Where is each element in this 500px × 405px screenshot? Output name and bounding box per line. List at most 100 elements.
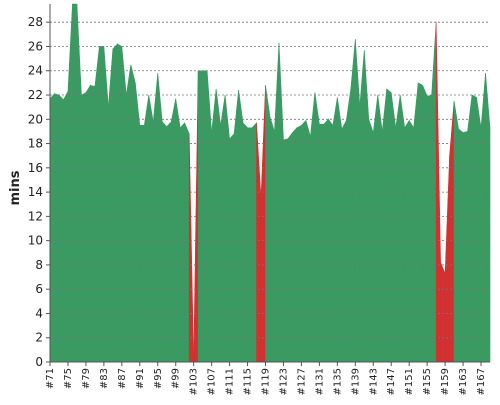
area-segment-#110 [224,94,230,363]
area-segment-#135 [337,97,343,363]
area-segment-#128 [305,120,311,363]
x-tick-label-#83: #83 [99,368,110,389]
area-segment-#75 [67,3,73,363]
area-segment-#137 [346,88,352,363]
area-segment-#114 [242,122,248,363]
y-tick-label-18: 18 [28,137,43,151]
y-tick-label-0: 0 [35,355,43,369]
area-segment-#148 [395,94,401,363]
area-segment-#81 [94,46,100,363]
area-segment-#71 [49,93,55,363]
area-segment-#149 [399,94,405,363]
area-segment-#153 [417,82,423,363]
y-tick-label-4: 4 [35,306,43,320]
x-tick-label-#107: #107 [207,368,218,395]
area-segment-#129 [310,92,316,363]
x-tick-label-#131: #131 [314,368,325,395]
x-tick-labels: #71 #75 #79 #83 #87 #91 #95 #99 #103 #107 #111 #115… [45,362,487,395]
area-segment-#165 [471,94,477,363]
x-tick-label-#139: #139 [350,368,361,395]
area-segment-#107 [211,88,217,363]
x-tick-label-#143: #143 [368,368,379,395]
area-segment-#159 [444,155,450,363]
area-segment-#122 [278,42,284,363]
area-segment-#90 [135,82,141,363]
area-segment-#124 [287,131,293,363]
area-segment-#78 [81,92,87,363]
x-tick-label-#123: #123 [278,368,289,395]
area-segment-#98 [170,98,177,363]
y-tick-label-2: 2 [35,331,43,345]
area-segment-#89 [130,64,136,363]
x-tick-label-#147: #147 [386,368,397,395]
area-segment-#80 [90,84,96,363]
area-segment-#116 [251,122,257,363]
area-segment-#123 [283,138,289,363]
y-tick-label-10: 10 [28,234,43,248]
area-segment-#144 [377,94,383,363]
area-segment-#167 [480,73,486,363]
y-tick-label-16: 16 [28,161,43,175]
area-segment-#86 [117,43,123,363]
area-segment-#160 [449,101,455,363]
area-segment-#73 [58,94,64,363]
x-tick-label-#91: #91 [135,368,146,389]
area-segment-#97 [166,120,172,363]
area-segment-#164 [467,94,473,363]
area-segment-#87 [121,46,127,363]
area-fill-layer [49,3,491,363]
area-segment-#96 [161,120,168,363]
area-segment-#112 [233,90,239,363]
area-segment-#82 [99,46,105,363]
x-tick-label-#163: #163 [458,368,469,395]
y-tick-label-6: 6 [35,282,43,296]
area-segment-#141 [363,50,370,363]
area-segment-#94 [152,73,159,363]
area-segment-#166 [476,97,482,363]
area-segment-#113 [238,90,244,363]
x-tick-label-#119: #119 [261,368,272,395]
area-segment-#77 [76,3,82,363]
area-segment-#152 [413,82,419,363]
area-segment-#126 [296,124,302,363]
area-segment-#88 [126,64,132,363]
area-segment-#130 [314,92,320,363]
area-segment-#115 [247,127,253,363]
x-tick-label-#71: #71 [45,368,56,389]
area-segment-#150 [404,119,410,363]
axes [49,4,490,363]
x-tick-label-#155: #155 [422,368,433,395]
area-segment-#131 [319,123,325,363]
area-segment-#76 [72,3,78,363]
area-segment-#143 [372,94,379,363]
x-tick-label-#79: #79 [81,368,92,389]
y-tick-label-26: 26 [28,39,43,53]
y-tick-label-24: 24 [28,64,43,78]
x-tick-label-#115: #115 [243,368,254,395]
area-segment-#100 [179,122,185,363]
area-segment-#163 [462,131,468,363]
area-segment-#95 [157,73,163,363]
area-segment-#161 [453,101,459,363]
area-segment-#120 [269,116,275,363]
x-tick-label-#99: #99 [171,368,182,389]
area-segment-#92 [143,94,150,363]
y-tick-label-12: 12 [28,209,43,223]
area-segment-#155 [426,94,432,363]
area-segment-#117 [256,122,262,363]
x-tick-label-#87: #87 [117,368,128,389]
y-tick-label-22: 22 [28,88,43,102]
y-tick-label-8: 8 [35,258,43,272]
area-segment-#84 [108,48,114,363]
gridlines [50,21,490,339]
area-segment-#83 [103,46,109,363]
area-segment-#74 [63,91,69,363]
area-segment-#91 [139,125,145,363]
area-segment-#125 [292,127,298,363]
area-segment-#154 [422,85,428,363]
area-segment-#79 [85,84,91,363]
area-segment-#127 [301,119,307,363]
area-segment-#85 [112,43,118,363]
x-tick-label-#103: #103 [189,368,200,395]
